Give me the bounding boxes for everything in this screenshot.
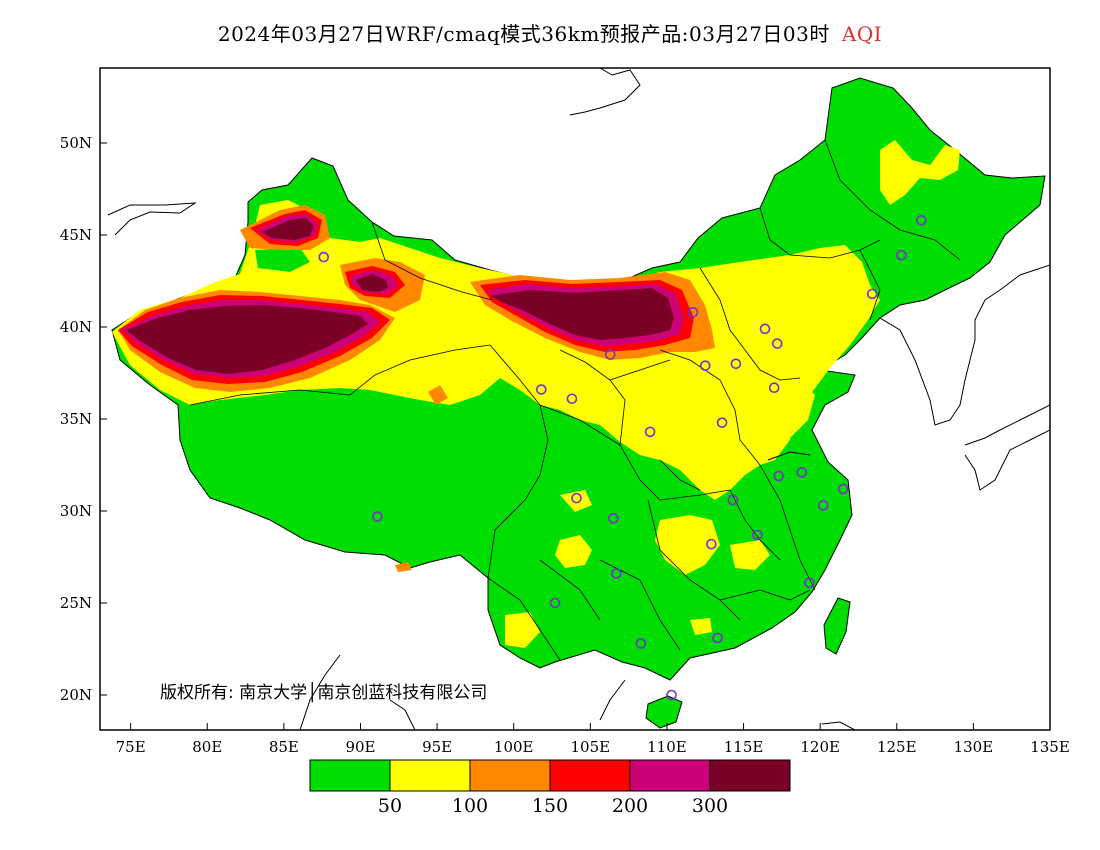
legend-tick-label: 300 [692,795,728,817]
legend-tick-label: 50 [378,795,402,817]
lat-tick-label: 45N [60,226,92,244]
aqi-darkred-regions [126,218,674,374]
latitude-axis: 50N 45N 40N 35N 30N 25N 20N [60,134,107,704]
lon-tick-label: 90E [345,738,375,756]
legend-swatch [309,759,391,792]
lon-tick-label: 115E [724,738,764,756]
station-marker [318,251,330,263]
station-marker [666,689,677,701]
station-marker [535,384,547,395]
station-marker [796,467,808,478]
map-content [107,68,1050,730]
station-marker [804,577,815,589]
station-marker [608,513,619,524]
station-marker [716,417,728,428]
station-marker [752,529,763,541]
station-marker [611,568,622,579]
station-marker [372,511,383,522]
legend-tick-label: 150 [532,795,568,817]
legend-swatch [469,759,551,792]
map-title: 2024年03月27日WRF/cmaq模式36km预报产品:03月27日03时 A… [0,18,1100,47]
lon-tick-label: 85E [269,738,299,756]
lon-tick-label: 105E [571,738,611,756]
map-frame [99,67,1051,731]
station-marker [730,358,742,370]
lat-tick-label: 20N [60,686,92,704]
station-marker [699,360,711,371]
lon-tick-label: 95E [422,738,452,756]
province-boundaries [189,139,961,661]
lon-tick-label: 125E [877,738,917,756]
aqi-yellow-regions [112,140,960,648]
lon-tick-label: 135E [1030,738,1070,756]
lat-tick-label: 50N [60,134,92,152]
station-marker [837,483,849,495]
taiwan-island [823,597,851,655]
hainan-island [645,695,683,729]
lon-tick-label: 80E [192,738,222,756]
station-marker [712,632,723,644]
title-variable: AQI [841,22,883,46]
station-marker [604,349,616,360]
station-marker [727,494,739,506]
station-marker [817,500,829,511]
copyright-notice: 版权所有: 南京大学│南京创蓝科技有限公司 [160,683,488,703]
lat-tick-label: 25N [60,594,92,612]
lat-tick-label: 30N [60,502,92,520]
station-marker [768,382,780,394]
station-marker [896,249,907,261]
legend-tick-label: 200 [612,795,648,817]
station-marker [549,597,561,609]
station-marker [771,338,783,349]
legend-swatch [629,759,711,792]
legend-swatch [709,759,791,792]
title-main: 2024年03月27日WRF/cmaq模式36km预报产品:03月27日03时 [217,22,830,46]
aqi-legend: 50 100 150 200 300 [309,759,791,817]
station-markers [318,214,927,701]
coastlines [107,68,1050,730]
legend-swatch [389,759,471,792]
longitude-axis: 75E 80E 85E 90E 95E 100E 105E 110E 115E 120E 125E 1… [116,723,1070,756]
lon-tick-label: 110E [647,738,687,756]
station-marker [687,306,699,318]
legend-tick-label: 100 [452,795,488,817]
station-marker [706,538,717,550]
station-marker [644,426,656,438]
station-marker [759,323,771,335]
station-marker [635,638,647,649]
lat-tick-label: 40N [60,318,92,336]
station-marker [915,214,927,226]
lon-tick-label: 130E [954,738,994,756]
lon-tick-label: 120E [800,738,840,756]
lon-tick-label: 75E [116,738,146,756]
station-marker [571,492,582,504]
station-marker [773,470,785,482]
station-marker [866,288,878,300]
lon-tick-label: 100E [494,738,534,756]
station-marker [566,393,578,405]
legend-swatch [549,759,631,792]
lat-tick-label: 35N [60,410,92,428]
